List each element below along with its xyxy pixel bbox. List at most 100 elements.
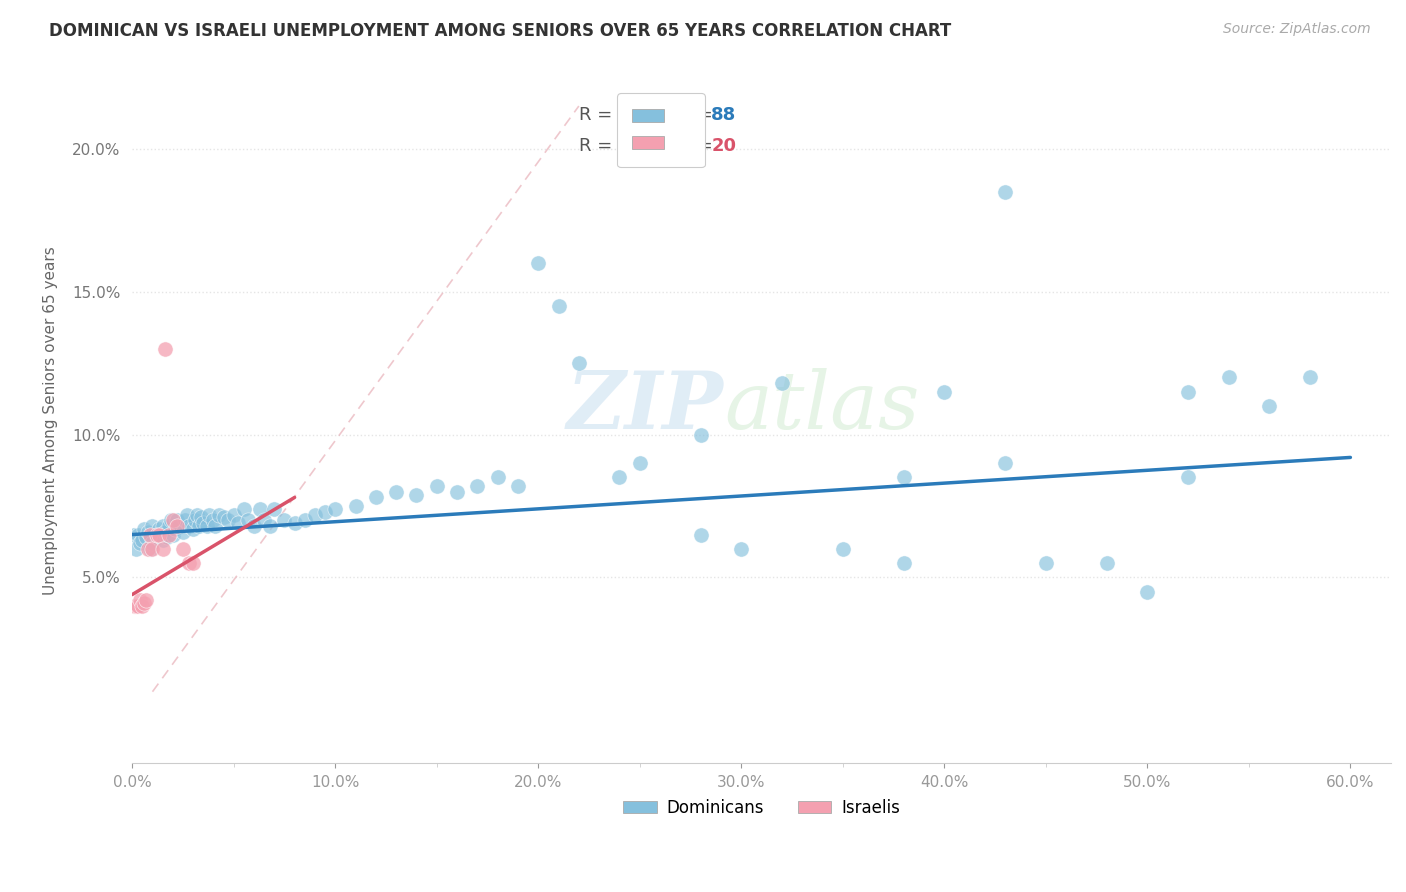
- Point: [770, 376, 793, 391]
- Point: [190, 510, 212, 524]
- Point: [172, 541, 194, 556]
- Point: [152, 519, 174, 533]
- Point: [467, 479, 489, 493]
- Text: N =: N =: [668, 106, 718, 124]
- Point: [122, 599, 145, 613]
- Point: [222, 508, 245, 522]
- Point: [202, 513, 225, 527]
- Point: [232, 501, 254, 516]
- Point: [139, 541, 162, 556]
- Point: [253, 513, 276, 527]
- Point: [145, 527, 167, 541]
- Point: [730, 541, 752, 556]
- Point: [159, 513, 181, 527]
- Point: [127, 527, 149, 541]
- Point: [1035, 556, 1057, 570]
- Point: [506, 479, 529, 493]
- Text: atlas: atlas: [724, 368, 920, 445]
- Point: [129, 536, 152, 550]
- Point: [212, 510, 235, 524]
- Point: [181, 556, 204, 570]
- Point: [186, 508, 208, 522]
- Point: [344, 499, 367, 513]
- Text: ZIP: ZIP: [567, 368, 724, 445]
- Text: Source: ZipAtlas.com: Source: ZipAtlas.com: [1223, 22, 1371, 37]
- Point: [153, 342, 176, 356]
- Point: [157, 519, 180, 533]
- Point: [135, 530, 157, 544]
- Point: [139, 527, 162, 541]
- Point: [249, 501, 271, 516]
- Point: [181, 522, 204, 536]
- Point: [134, 596, 156, 610]
- Text: 0.222: 0.222: [617, 106, 673, 124]
- Point: [176, 508, 198, 522]
- Text: N =: N =: [668, 137, 718, 155]
- Point: [273, 513, 295, 527]
- Text: R =: R =: [579, 137, 619, 155]
- Point: [314, 505, 336, 519]
- Point: [141, 519, 163, 533]
- Point: [152, 541, 174, 556]
- Point: [122, 527, 145, 541]
- Point: [236, 513, 259, 527]
- Point: [138, 524, 160, 539]
- Point: [153, 524, 176, 539]
- Point: [148, 527, 170, 541]
- Point: [486, 470, 509, 484]
- Point: [226, 516, 249, 530]
- Text: 88: 88: [711, 106, 737, 124]
- Point: [162, 527, 184, 541]
- Point: [131, 533, 153, 548]
- Point: [174, 513, 197, 527]
- Point: [149, 527, 172, 541]
- Point: [125, 599, 148, 613]
- Point: [304, 508, 326, 522]
- Point: [1177, 384, 1199, 399]
- Point: [138, 541, 160, 556]
- Point: [167, 519, 190, 533]
- Point: [831, 541, 853, 556]
- Point: [166, 513, 188, 527]
- Point: [177, 556, 200, 570]
- Point: [1218, 370, 1240, 384]
- Point: [426, 479, 449, 493]
- Point: [263, 501, 285, 516]
- Point: [294, 513, 316, 527]
- Point: [148, 522, 170, 536]
- Point: [135, 593, 157, 607]
- Point: [193, 516, 215, 530]
- Point: [934, 384, 956, 399]
- Point: [284, 516, 307, 530]
- Point: [259, 519, 281, 533]
- Point: [177, 519, 200, 533]
- Point: [1299, 370, 1322, 384]
- Text: DOMINICAN VS ISRAELI UNEMPLOYMENT AMONG SENIORS OVER 65 YEARS CORRELATION CHART: DOMINICAN VS ISRAELI UNEMPLOYMENT AMONG …: [49, 22, 952, 40]
- Text: 0.350: 0.350: [617, 137, 673, 155]
- Point: [184, 513, 207, 527]
- Point: [131, 599, 153, 613]
- Point: [125, 541, 148, 556]
- Point: [204, 519, 226, 533]
- Point: [1177, 470, 1199, 484]
- Point: [156, 530, 179, 544]
- Point: [141, 536, 163, 550]
- Point: [994, 456, 1017, 470]
- Text: R =: R =: [579, 106, 619, 124]
- Point: [217, 513, 239, 527]
- Point: [166, 519, 188, 533]
- Point: [628, 456, 651, 470]
- Point: [609, 470, 631, 484]
- Point: [243, 519, 266, 533]
- Point: [385, 484, 408, 499]
- Point: [446, 484, 468, 499]
- Point: [547, 299, 569, 313]
- Point: [127, 599, 149, 613]
- Point: [1136, 584, 1159, 599]
- Point: [172, 524, 194, 539]
- Point: [198, 508, 221, 522]
- Point: [163, 522, 186, 536]
- Point: [689, 427, 711, 442]
- Point: [195, 519, 218, 533]
- Point: [893, 556, 915, 570]
